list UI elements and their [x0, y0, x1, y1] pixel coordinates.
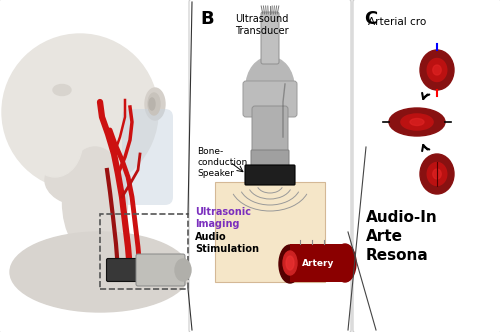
Ellipse shape [410, 119, 424, 125]
Ellipse shape [283, 251, 297, 275]
FancyBboxPatch shape [189, 0, 351, 332]
Text: Audio-In: Audio-In [366, 210, 438, 225]
Ellipse shape [10, 232, 190, 312]
Bar [290, 244, 345, 282]
Bar [215, 182, 325, 282]
Text: C: C [364, 10, 378, 28]
Ellipse shape [427, 58, 447, 81]
Text: Resona: Resona [366, 248, 429, 263]
Ellipse shape [433, 169, 442, 179]
Ellipse shape [246, 57, 294, 117]
Text: Ultrasonic
Imaging: Ultrasonic Imaging [195, 207, 251, 229]
Text: Ultrasound
Transducer: Ultrasound Transducer [235, 14, 288, 37]
Ellipse shape [45, 154, 125, 206]
Ellipse shape [420, 50, 454, 90]
Ellipse shape [401, 114, 433, 130]
Ellipse shape [149, 98, 155, 110]
Text: Bone-
conduction
Speaker: Bone- conduction Speaker [197, 147, 247, 178]
FancyBboxPatch shape [245, 165, 295, 185]
FancyBboxPatch shape [251, 150, 289, 170]
FancyBboxPatch shape [252, 106, 288, 157]
Text: Audio
Stimulation: Audio Stimulation [195, 232, 259, 254]
Ellipse shape [279, 245, 301, 283]
Ellipse shape [286, 256, 294, 270]
FancyBboxPatch shape [136, 254, 185, 286]
Ellipse shape [148, 93, 160, 115]
Ellipse shape [62, 147, 128, 257]
FancyBboxPatch shape [0, 0, 193, 332]
FancyBboxPatch shape [353, 0, 500, 332]
Text: Arterial cro: Arterial cro [368, 17, 426, 27]
FancyBboxPatch shape [122, 109, 173, 205]
Ellipse shape [28, 107, 82, 177]
Ellipse shape [389, 108, 445, 136]
Text: B: B [200, 10, 213, 28]
FancyBboxPatch shape [243, 81, 297, 117]
Text: Arte: Arte [366, 229, 403, 244]
FancyBboxPatch shape [106, 259, 138, 282]
Ellipse shape [334, 244, 356, 282]
Ellipse shape [175, 259, 191, 281]
FancyBboxPatch shape [261, 12, 279, 64]
Bar [100, 214, 188, 289]
Ellipse shape [420, 154, 454, 194]
Circle shape [2, 34, 158, 190]
Ellipse shape [145, 88, 165, 120]
Ellipse shape [433, 65, 442, 75]
Ellipse shape [427, 162, 447, 186]
Ellipse shape [53, 85, 71, 96]
Text: Artery: Artery [302, 260, 334, 269]
